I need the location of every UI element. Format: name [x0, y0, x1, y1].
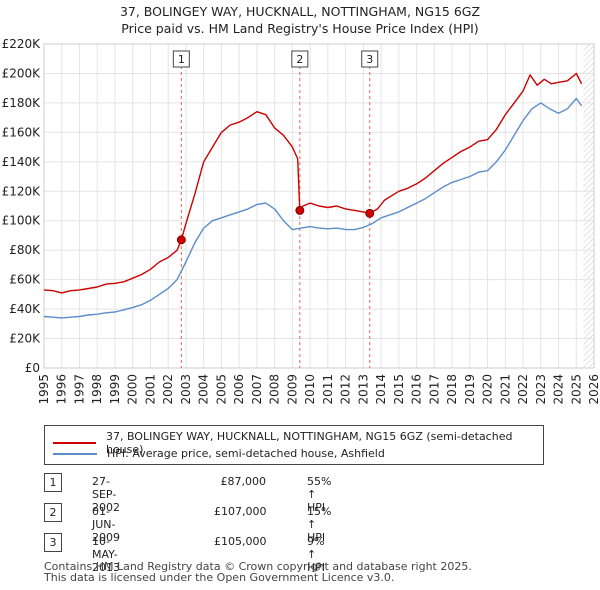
y-tick-label: £0 [25, 361, 40, 375]
plot-frame [43, 43, 595, 369]
x-tick-label: 2014 [374, 374, 388, 405]
y-tick-label: £20K [9, 332, 41, 346]
x-tick-label: 2004 [197, 374, 211, 405]
chart-subtitle: Price paid vs. HM Land Registry's House … [121, 21, 479, 36]
x-tick-label: 2003 [179, 374, 193, 405]
sale-date: 10-MAY-2013 [92, 535, 120, 574]
x-tick-label: 2018 [445, 374, 459, 405]
y-tick-label: £200K [2, 66, 42, 80]
y-tick-label: £140K [2, 155, 42, 169]
x-tick-label: 2012 [339, 374, 353, 405]
legend-label-property: 37, BOLINGEY WAY, HUCKNALL, NOTTINGHAM, … [105, 430, 513, 456]
x-tick-label: 2010 [303, 374, 317, 405]
x-tick-label: 2015 [392, 374, 406, 405]
forecast-region [583, 44, 594, 368]
sale-point [365, 208, 375, 218]
x-tick-label: 2024 [552, 374, 566, 405]
x-tick-label: 2017 [427, 374, 441, 405]
y-tick-label: £80K [9, 243, 41, 257]
y-tick-label: £40K [9, 302, 41, 316]
sale-hpi-change: 55% ↑ HPI [307, 475, 332, 514]
price-chart: £0 £20K £40K £60K £80K £100K £120K £140K £160K £1… [2, 37, 600, 405]
sale-marker-label: 3 [366, 53, 373, 66]
x-tick-label: 2001 [143, 374, 157, 405]
legend-swatch-property [53, 442, 96, 444]
x-tick-label: 2006 [232, 374, 246, 405]
x-tick-label: 1996 [55, 374, 69, 405]
footer-copyright: Contains HM Land Registry data © Crown c… [44, 560, 472, 573]
sale-marker-label: 1 [178, 53, 185, 66]
sale-marker-box [361, 50, 379, 68]
legend-item-property: 37, BOLINGEY WAY, HUCKNALL, NOTTINGHAM, … [53, 430, 543, 456]
legend-swatch-hpi [53, 452, 97, 455]
y-tick-label: £60K [9, 273, 41, 287]
sale-price: £105,000 [214, 535, 267, 548]
sale-number: 1 [44, 473, 62, 492]
sale-point [295, 205, 305, 215]
sale-price: £107,000 [214, 505, 267, 518]
legend: 37, BOLINGEY WAY, HUCKNALL, NOTTINGHAM, … [44, 425, 544, 465]
x-tick-label: 1998 [90, 374, 104, 405]
x-tick-label: 1997 [72, 374, 86, 405]
sale-hpi-change: 15% ↑ HPI [307, 505, 332, 544]
legend-item-hpi: HPI: Average price, semi-detached house,… [53, 447, 385, 460]
x-tick-label: 2026 [587, 374, 600, 405]
sale-number: 2 [44, 503, 62, 522]
x-tick-label: 2025 [569, 374, 583, 405]
footer-licence: This data is licensed under the Open Gov… [44, 571, 395, 584]
y-tick-label: £120K [2, 184, 42, 198]
x-tick-label: 2007 [250, 374, 264, 405]
footer: Contains HM Land Registry data © Crown c… [44, 561, 472, 583]
hpi-line [43, 97, 583, 319]
x-tick-label: 2019 [463, 374, 477, 405]
x-tick-label: 2011 [321, 374, 335, 405]
sale-marker-box [172, 50, 190, 68]
x-tick-label: 1999 [108, 374, 122, 405]
chart-title: 37, BOLINGEY WAY, HUCKNALL, NOTTINGHAM, … [119, 4, 481, 19]
x-tick-label: 2020 [481, 374, 495, 405]
sale-point [176, 235, 186, 245]
x-tick-label: 2008 [268, 374, 282, 405]
y-tick-label: £160K [2, 125, 42, 139]
x-tick-label: 2021 [498, 374, 512, 405]
legend-label-hpi: HPI: Average price, semi-detached house,… [107, 447, 385, 460]
sale-marker-label: 2 [296, 53, 303, 66]
x-tick-label: 1995 [37, 374, 51, 405]
property-price-line [43, 72, 583, 294]
sale-hpi-change: 9% ↑ HPI [307, 535, 326, 574]
sale-date: 27-SEP-2002 [92, 475, 120, 514]
sale-number: 3 [44, 533, 62, 552]
x-tick-label: 2005 [214, 374, 228, 405]
x-tick-label: 2013 [356, 374, 370, 405]
x-tick-label: 2009 [285, 374, 299, 405]
x-tick-label: 2023 [534, 374, 548, 405]
y-tick-label: £100K [2, 214, 42, 228]
x-tick-label: 2022 [516, 374, 530, 405]
x-tick-label: 2016 [410, 374, 424, 405]
y-tick-label: £180K [2, 96, 42, 110]
sale-date: 01-JUN-2009 [92, 505, 120, 544]
x-tick-label: 2002 [161, 374, 175, 405]
x-tick-label: 2000 [126, 374, 140, 405]
sale-price: £87,000 [220, 475, 267, 488]
y-tick-label: £220K [2, 37, 42, 51]
sale-marker-box [291, 50, 309, 68]
